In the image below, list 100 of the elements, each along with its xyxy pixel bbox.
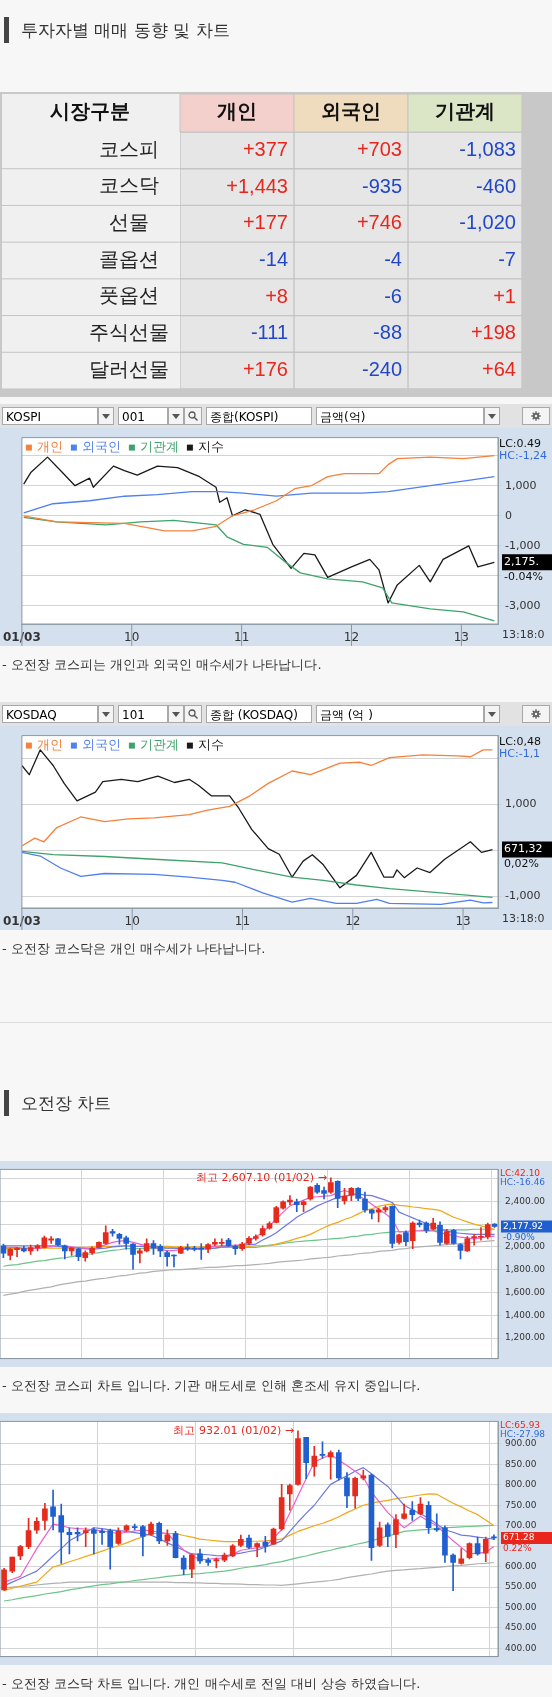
text: KOSDAQ <box>2 705 98 723</box>
text: 101 <box>118 705 168 723</box>
annotation: LC:0.49 <box>499 437 542 451</box>
data-label: -6 <box>384 284 402 307</box>
y-tick-label: 750.00 <box>505 1499 537 1510</box>
text: 671,32 <box>504 842 543 856</box>
x-tick-label: 01/03 <box>3 914 41 929</box>
x-tick-label: 10 <box>124 630 140 645</box>
x-tick-label: 개인 <box>217 99 257 124</box>
data-label: -1,020 <box>459 211 516 234</box>
legend-label: 개인 <box>36 736 63 752</box>
annotation: 최고 2,607.10 (01/02) → <box>195 1170 327 1184</box>
text: HC:-16.46 <box>500 1176 546 1187</box>
legend-label: 외국인 <box>81 736 121 752</box>
text: 금액(억) <box>316 407 484 425</box>
data-label: +377 <box>242 137 288 160</box>
text: 13:18:0 <box>502 627 545 641</box>
text: 종합 (KOSDAQ) <box>206 705 312 723</box>
legend-label: 기관계 <box>139 438 179 454</box>
y-tick-label: 900.00 <box>505 1438 537 1449</box>
y-tick-label: 850.00 <box>505 1458 537 1469</box>
x-tick-label: 11 <box>233 630 250 645</box>
text: 0.22% <box>503 1543 533 1554</box>
y-tick-label: 450.00 <box>505 1622 537 1633</box>
x-tick-label: 10 <box>124 914 140 929</box>
data-label: +176 <box>242 358 288 381</box>
annotation: HC:-1,24 <box>499 449 548 463</box>
text: - 오전장 코스닥 차트 입니다. 개인 매수세로 전일 대비 상승 하였습니다. <box>1 1675 422 1691</box>
y-tick-label: 400.00 <box>505 1642 537 1653</box>
data-label: -460 <box>475 174 516 197</box>
data-label: -14 <box>259 248 288 271</box>
y-tick-label: 1,800.00 <box>505 1264 546 1275</box>
y-tick-label: 코스피 <box>99 136 159 161</box>
y-tick-label: 1,200.00 <box>505 1332 546 1343</box>
y-tick-label: 2,000.00 <box>505 1241 546 1252</box>
data-label: -240 <box>361 358 402 381</box>
data-label: +746 <box>356 211 402 234</box>
x-tick-label: 11 <box>234 914 251 929</box>
data-label: -7 <box>498 248 516 271</box>
text: 0,02% <box>504 857 539 871</box>
text: 2,175. <box>504 555 539 569</box>
text: - 오전장 코스닥은 개인 매수세가 나타납니다. <box>1 940 267 958</box>
y-tick-label: 1,600.00 <box>505 1286 546 1297</box>
text: LC:65.93 <box>500 1419 541 1430</box>
annotation: 최고 932.01 (01/02) → <box>173 1423 294 1437</box>
data-label: +198 <box>470 321 516 344</box>
y-tick-label: 1,000 <box>505 797 537 811</box>
data-label: +1 <box>493 284 516 307</box>
y-tick-label: 2,400.00 <box>505 1195 546 1206</box>
text: 001 <box>118 407 168 425</box>
y-tick-label: -1,000 <box>505 538 541 552</box>
legend-label: 외국인 <box>81 438 121 454</box>
y-tick-label: 코스닥 <box>99 173 159 198</box>
data-label: +703 <box>356 137 402 160</box>
text: HC:-27.98 <box>500 1428 546 1439</box>
x-tick-label: 13 <box>453 630 470 645</box>
text: LC:42.10 <box>500 1167 541 1178</box>
legend-label: 지수 <box>197 736 224 752</box>
text: KOSPI <box>2 407 98 425</box>
text: -0.90% <box>503 1231 536 1242</box>
legend-label: 지수 <box>197 438 224 454</box>
text: - 오전장 코스피는 개인과 외국인 매수세가 나타납니다. <box>1 656 323 674</box>
y-tick-label: 600.00 <box>505 1560 537 1571</box>
x-tick-label: 기관계 <box>435 99 495 124</box>
x-tick-label: 01/03 <box>3 630 41 645</box>
data-label: -111 <box>250 321 288 344</box>
y-tick-label: 주식선물 <box>89 320 169 345</box>
x-tick-label: 12 <box>345 914 361 929</box>
text: - 오전장 코스피 차트 입니다. 기관 매도세로 인해 혼조세 유지 중입니다. <box>1 1377 422 1395</box>
y-tick-label: 달러선물 <box>89 356 169 381</box>
y-tick-label: -1,000 <box>505 889 541 903</box>
data-label: -935 <box>361 174 402 197</box>
y-tick-label: -3,000 <box>505 598 541 612</box>
annotation: LC:0,48 <box>499 735 542 749</box>
y-tick-label: 500.00 <box>505 1601 537 1612</box>
y-tick-label: 0 <box>505 508 512 522</box>
y-tick-label: 700.00 <box>505 1520 537 1531</box>
text: 13:18:0 <box>502 911 545 925</box>
text: 금액 (억 ) <box>316 705 484 723</box>
text: 종합(KOSPI) <box>206 407 312 425</box>
data-label: -88 <box>373 321 402 344</box>
text: 671.28 <box>503 1532 535 1543</box>
y-tick-label: 800.00 <box>505 1479 537 1490</box>
data-label: +64 <box>482 358 516 381</box>
annotation: HC:-1,1 <box>499 747 541 761</box>
y-tick-label: 550.00 <box>505 1581 537 1592</box>
x-tick-label: 외국인 <box>321 99 381 124</box>
legend-label: 기관계 <box>139 736 179 752</box>
data-label: -4 <box>384 248 402 271</box>
x-tick-label: 13 <box>455 914 471 929</box>
data-label: -1,083 <box>459 137 516 160</box>
chart-title: 투자자별 매매 동향 및 차트 <box>21 18 230 42</box>
y-tick-label: 콜옵션 <box>99 246 159 271</box>
text: -0.04% <box>504 570 543 584</box>
data-label: +177 <box>242 211 288 234</box>
y-tick-label: 풋옵션 <box>99 283 159 308</box>
x-tick-label: 12 <box>343 630 360 645</box>
chart-title: 오전장 차트 <box>21 1091 112 1115</box>
text: 2,177.92 <box>503 1220 544 1231</box>
y-tick-label: 1,000 <box>505 478 537 492</box>
